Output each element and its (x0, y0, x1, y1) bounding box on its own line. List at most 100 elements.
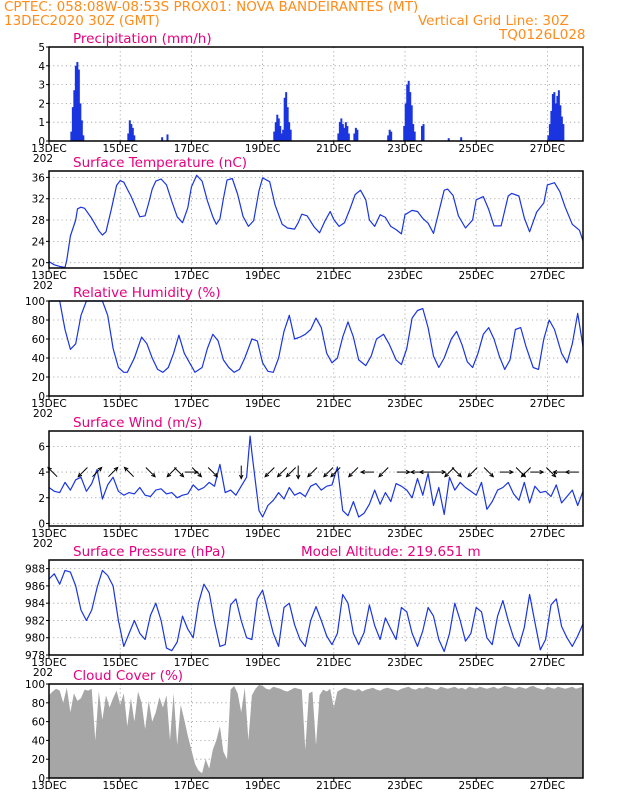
wind-arrow-head (330, 472, 335, 478)
precip-bar (341, 124, 344, 141)
precip-bar (406, 84, 409, 141)
wind-arrow (347, 467, 359, 478)
wind-arrow-shaft (323, 467, 334, 478)
y-tick-label: 0 (38, 136, 45, 148)
wind-arrow (378, 467, 389, 478)
x-tick-label: 13DEC (31, 528, 66, 540)
panel-frame (48, 683, 584, 779)
precip-bar (562, 124, 565, 141)
x-tick-label: 25DEC (458, 780, 493, 792)
precip-bar (421, 125, 424, 141)
precip-bar (559, 105, 562, 141)
x-tick-label: 25DEC (458, 398, 493, 410)
wind-arrow-head (264, 472, 270, 478)
precip-bar (76, 62, 79, 141)
precip-bar (282, 129, 285, 141)
panel-title: Cloud Cover (%) (73, 668, 183, 684)
wind-arrow-head (551, 472, 557, 478)
y-tick-label: 32 (32, 194, 45, 206)
precip-bar (550, 110, 553, 141)
wind-arrow-head (276, 472, 282, 478)
wind-arrow (207, 467, 219, 478)
precip-bar (279, 125, 282, 141)
wind-arrow (166, 467, 177, 478)
precip-bar (547, 135, 550, 141)
x-tick-label: 13DEC (31, 657, 66, 669)
cloud-cover-area (49, 684, 583, 778)
precip-bar (74, 65, 77, 141)
y-tick-label: 100 (25, 296, 45, 308)
precip-bar (387, 135, 390, 141)
y-tick-label: 986 (25, 581, 45, 593)
pressure-panel: 978 980 982 984 986 988 Surface Pressure (hPa)… (25, 544, 584, 679)
x-tick-label: 17DEC (174, 143, 209, 155)
x-tick-label: 17DEC (174, 528, 209, 540)
wind-arrow (564, 469, 579, 475)
wind-arrow (499, 469, 515, 475)
y-tick-label: 0 (38, 391, 45, 403)
precip-bar (338, 122, 341, 141)
wind-arrow (123, 466, 135, 478)
wind-arrow (77, 467, 88, 478)
x-tick-label: 23DEC (387, 780, 422, 792)
wind-arrow-shaft (483, 467, 494, 478)
precip-bar (161, 137, 164, 141)
panel-title: Precipitation (mm/h) (73, 31, 212, 47)
x-tick-label: 19DEC (245, 398, 280, 410)
wind-arrow (432, 469, 447, 475)
humidity-series-line (49, 300, 584, 373)
wind-arrow-shaft (191, 467, 202, 478)
wind-arrow-head (405, 469, 411, 475)
wind-arrow (145, 467, 156, 478)
wind-arrow-head (239, 474, 244, 480)
x-tick-label: 19DEC (245, 270, 280, 282)
precip-bar (344, 122, 347, 141)
y-tick-label: 984 (25, 598, 45, 610)
x-tick-label: 21DEC (316, 780, 351, 792)
precip-bar (280, 133, 283, 141)
x-tick-label: 23DEC (387, 657, 422, 669)
x-tick-label: 13DEC (31, 143, 66, 155)
x-tick-label: 25DEC (458, 143, 493, 155)
precip-bar (346, 125, 349, 141)
precip-bar (553, 92, 556, 141)
panel-title: Relative Humidity (%) (73, 285, 221, 301)
wind-arrow (92, 466, 103, 478)
wind-arrow (520, 467, 531, 478)
y-tick-label: 0 (38, 518, 45, 530)
wind-arrow-shaft (166, 467, 177, 478)
x-year-fragment: 202 (33, 153, 53, 165)
wind-arrow (359, 469, 375, 475)
precip-bar (551, 94, 554, 141)
wind-arrow-head (296, 474, 301, 480)
precip-bar (410, 105, 413, 141)
precip-bar (390, 131, 393, 141)
panel-frame (48, 170, 584, 269)
wind-arrow (467, 467, 478, 478)
wind-arrow (323, 467, 334, 478)
precip-bar (276, 114, 279, 141)
x-tick-label: 23DEC (387, 398, 422, 410)
wind-arrow-head (97, 466, 103, 472)
x-tick-label: 23DEC (387, 270, 422, 282)
x-tick-label: 15DEC (102, 270, 137, 282)
y-tick-label: 24 (32, 236, 46, 248)
x-tick-label: 25DEC (458, 657, 493, 669)
y-tick-label: 60 (32, 717, 45, 729)
wind-arrow-head (520, 472, 526, 478)
precip-bar (71, 107, 74, 141)
panel-frame (48, 559, 584, 656)
precip-bar (82, 135, 85, 141)
humidity-panel: 0 20 40 60 80 100 Relative Humidity (%) 13DEC 15… (25, 285, 584, 420)
wind-arrow-head (197, 472, 203, 478)
wind-arrow-head (179, 472, 185, 478)
header-date: 13DEC2020 30Z (GMT) (4, 13, 160, 29)
model-altitude-annotation: Model Altitude: 219.651 m (301, 544, 481, 560)
x-tick-label: 17DEC (174, 270, 209, 282)
precip-bar (447, 138, 450, 141)
y-tick-label: 4 (38, 61, 45, 73)
panel-frame (48, 300, 584, 397)
x-year-fragment: 202 (33, 667, 53, 679)
wind-arrow-head (552, 469, 558, 475)
precip-bar (289, 129, 292, 141)
